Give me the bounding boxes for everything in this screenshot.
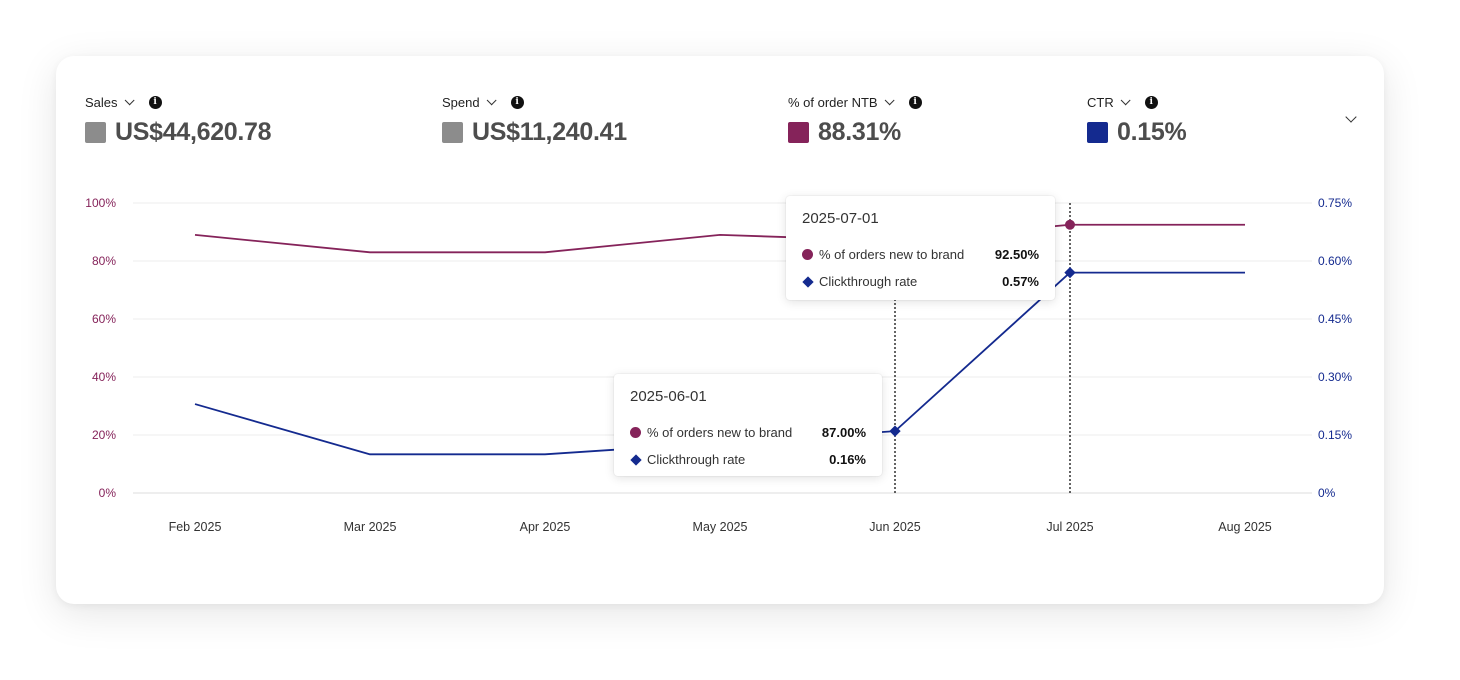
metric-label-ntb: % of order NTB [788, 94, 878, 110]
metric-color-swatch[interactable] [442, 122, 463, 143]
tooltip-row: % of orders new to brand 92.50% [802, 241, 1039, 268]
y-right-tick-label: 0.30% [1318, 370, 1352, 384]
diamond-marker-icon [630, 453, 642, 466]
metric-value-spend: US$11,240.41 [472, 118, 627, 146]
metric-label-spend: Spend [442, 94, 480, 110]
y-right-tick-label: 0.45% [1318, 312, 1352, 326]
metric-ctr: CTR i 0.15% [1087, 92, 1187, 147]
tooltip-series-value: 0.57% [1002, 274, 1039, 289]
circle-marker-icon [630, 427, 641, 438]
x-tick-label: Apr 2025 [520, 520, 571, 534]
metric-value-sales: US$44,620.78 [115, 118, 272, 146]
diamond-marker-icon [802, 275, 814, 288]
metric-sales: Sales i US$44,620.78 [85, 92, 272, 147]
tooltip-series-value: 0.16% [829, 452, 866, 467]
y-right-tick-label: 0.75% [1318, 196, 1352, 210]
chart-card: Sales i US$44,620.78 Spend i US$11,240.4… [56, 56, 1384, 604]
line-chart: 100% 0.75% 80% 0.60% 60% 0.45% 40% 0.30% 20% 0.15… [85, 196, 1352, 534]
tooltip-date: 2025-06-01 [630, 388, 707, 405]
info-icon[interactable]: i [510, 95, 524, 109]
y-left-tick-label: 80% [92, 254, 116, 268]
y-left-tick-label: 20% [92, 428, 116, 442]
y-right-tick-label: 0.60% [1318, 254, 1352, 268]
diamond-marker [1064, 266, 1076, 279]
y-left-tick-label: 100% [85, 196, 116, 210]
info-icon[interactable]: i [1144, 95, 1158, 109]
metric-spend: Spend i US$11,240.41 [442, 92, 627, 147]
tooltip-row: % of orders new to brand 87.00% [630, 419, 866, 446]
y-right-tick-label: 0% [1318, 486, 1336, 500]
y-left-tick-label: 0% [99, 486, 117, 500]
tooltip-jul: 2025-07-01 % of orders new to brand 92.5… [786, 196, 1055, 300]
x-tick-label: Feb 2025 [169, 520, 222, 534]
metric-value-ntb: 88.31% [818, 118, 901, 146]
series-line [194, 223, 1245, 254]
circle-marker [1065, 219, 1075, 230]
y-left-tick-label: 40% [92, 370, 116, 384]
tooltip-row: Clickthrough rate 0.57% [802, 268, 1039, 295]
x-tick-label: Mar 2025 [344, 520, 397, 534]
metric-label-sales: Sales [85, 94, 118, 110]
metric-color-swatch[interactable] [1087, 122, 1108, 143]
tooltip-series-name: % of orders new to brand [647, 425, 793, 440]
metric-color-swatch[interactable] [788, 122, 809, 143]
metric-label-ctr: CTR [1087, 94, 1114, 110]
x-tick-label: Jun 2025 [869, 520, 920, 534]
y-left-tick-label: 60% [92, 312, 116, 326]
y-right-tick-label: 0.15% [1318, 428, 1352, 442]
tooltip-series-value: 87.00% [821, 425, 866, 440]
metric-color-swatch[interactable] [85, 122, 106, 143]
x-tick-label: Jul 2025 [1046, 520, 1093, 534]
diamond-marker [889, 425, 901, 437]
x-tick-label: Aug 2025 [1218, 520, 1272, 534]
circle-marker-icon [802, 249, 813, 260]
tooltip-jun: 2025-06-01 % of orders new to brand 87.0… [614, 374, 882, 476]
x-tick-label: May 2025 [693, 520, 748, 534]
info-icon[interactable]: i [148, 95, 162, 109]
tooltip-date: 2025-07-01 [802, 210, 879, 227]
info-icon[interactable]: i [908, 95, 922, 109]
metric-value-ctr: 0.15% [1117, 118, 1187, 146]
tooltip-series-name: % of orders new to brand [819, 247, 965, 262]
tooltip-series-name: Clickthrough rate [819, 274, 918, 289]
metric-ntb: % of order NTB i 88.31% [788, 92, 922, 147]
tooltip-row: Clickthrough rate 0.16% [630, 446, 866, 473]
tooltip-series-name: Clickthrough rate [647, 452, 746, 467]
tooltip-series-value: 92.50% [994, 247, 1039, 262]
